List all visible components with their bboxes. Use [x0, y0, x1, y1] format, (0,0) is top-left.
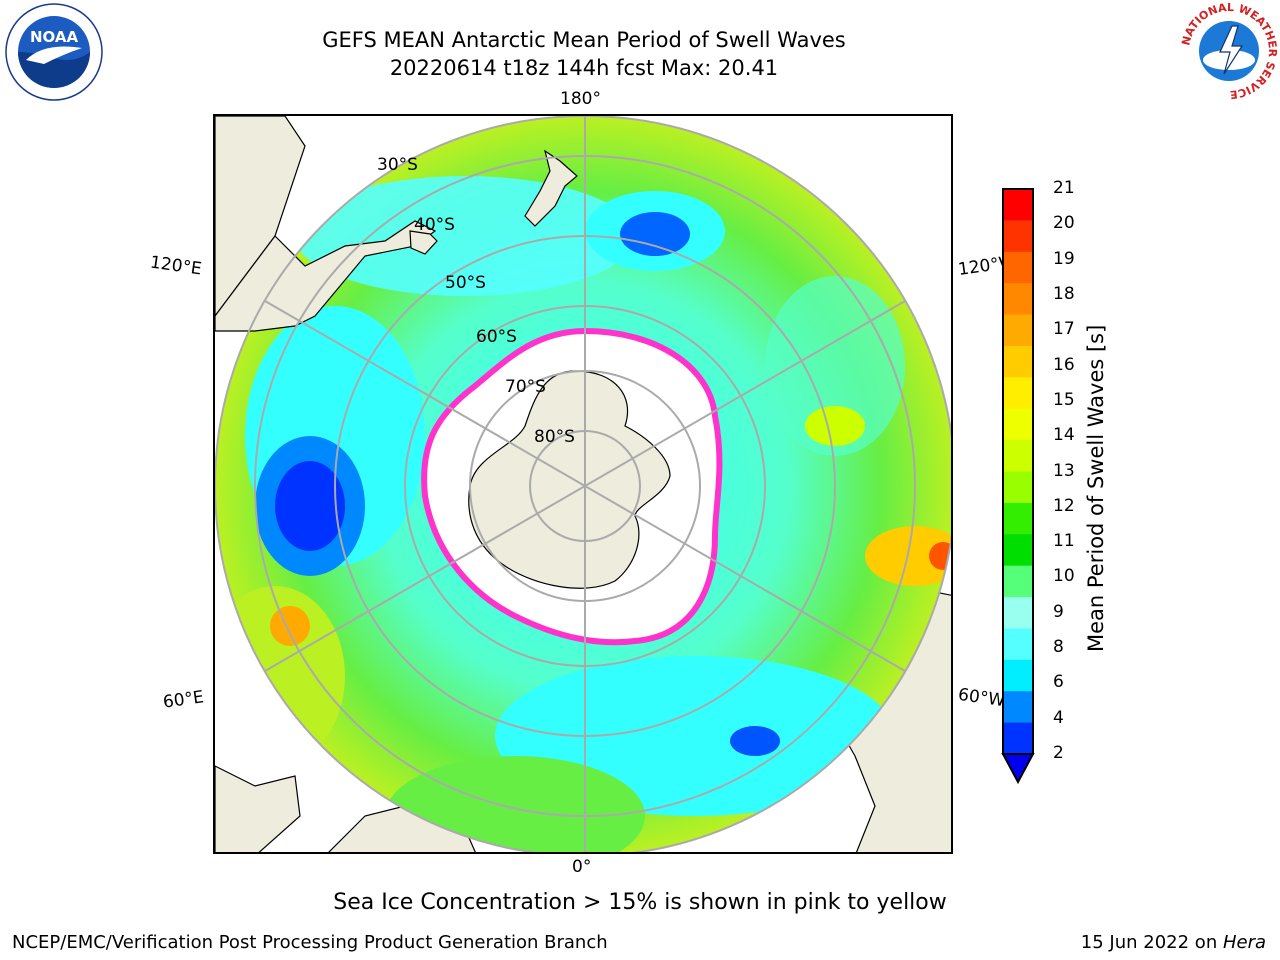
antarctica: [468, 370, 671, 589]
colorbar-swatch: [1003, 283, 1033, 316]
noaa-logo: NOAA: [4, 2, 104, 102]
lon-label-60w: 60°W: [956, 684, 1007, 712]
colorbar-swatch: [1003, 628, 1033, 661]
sea-ice-caption: Sea Ice Concentration > 15% is shown in …: [333, 890, 947, 915]
footer-host: Hera: [1222, 932, 1266, 953]
colorbar-swatch: [1003, 691, 1033, 724]
colorbar-swatch: [1003, 314, 1033, 347]
lat-label-30s: 30°S: [377, 155, 418, 175]
map-title: GEFS MEAN Antarctic Mean Period of Swell…: [322, 28, 846, 52]
colorbar-swatch: [1003, 189, 1033, 221]
colorbar-title: Mean Period of Swell Waves [s]: [1084, 324, 1108, 652]
colorbar-swatch: [1003, 345, 1033, 378]
colorbar-swatch: [1003, 597, 1033, 629]
nws-logo: NATIONAL WEATHER SERVICE: [1179, 1, 1279, 101]
lat-label-70s: 70°S: [505, 377, 546, 397]
colorbar-tick-label: 10: [1053, 566, 1075, 587]
colorbar-tick-label: 15: [1053, 389, 1075, 410]
colorbar-swatch: [1003, 565, 1033, 598]
colorbar-tick-label: 19: [1053, 248, 1075, 269]
colorbar-swatch: [1003, 408, 1033, 441]
footer-credit: NCEP/EMC/Verification Post Processing Pr…: [12, 932, 608, 953]
colorbar-tick-label: 20: [1053, 213, 1075, 234]
colorbar-tick-label: 9: [1053, 601, 1064, 622]
colorbar-swatch: [1003, 502, 1033, 535]
lon-label-0: 0°: [572, 857, 592, 877]
colorbar-tick-label: 11: [1053, 531, 1075, 552]
map-subtitle: 20220614 t18z 144h fcst Max: 20.41: [389, 56, 779, 80]
lat-label-80s: 80°S: [534, 427, 575, 447]
colorbar: [1001, 188, 1035, 785]
colorbar-swatch: [1003, 659, 1033, 692]
colorbar-underflow-triangle: [1001, 753, 1035, 785]
colorbar-swatch: [1003, 377, 1033, 410]
lon-label-60e: 60°E: [161, 687, 206, 713]
colorbar-swatch: [1003, 251, 1033, 284]
colorbar-swatch: [1003, 471, 1033, 504]
colorbar-tick-label: 14: [1053, 425, 1075, 446]
noaa-logo-text: NOAA: [30, 28, 79, 46]
colorbar-tick-label: 17: [1053, 319, 1075, 340]
colorbar-tick-label: 21: [1053, 178, 1075, 198]
graticule: [215, 116, 951, 852]
lat-label-60s: 60°S: [476, 327, 517, 347]
colorbar-tick-label: 4: [1053, 707, 1064, 728]
colorbar-tick-label: 16: [1053, 354, 1075, 375]
colorbar-swatch: [1003, 440, 1033, 472]
footer-date: 15 Jun 2022 on Hera: [1081, 932, 1266, 953]
colorbar-tick-label: 8: [1053, 637, 1064, 658]
colorbar-swatch: [1003, 722, 1033, 755]
footer-date-text: 15 Jun 2022 on: [1080, 932, 1223, 953]
colorbar-tick-label: 2: [1053, 743, 1064, 763]
colorbar-tick-label: 13: [1053, 460, 1075, 481]
colorbar-tick-label: 6: [1053, 672, 1064, 693]
lat-label-50s: 50°S: [445, 273, 486, 293]
colorbar-tick-label: 18: [1053, 283, 1075, 304]
lat-label-40s: 40°S: [414, 215, 455, 235]
lon-label-180: 180°: [560, 89, 601, 109]
polar-map-panel: 30°S 40°S 50°S 60°S 70°S 80°S: [213, 114, 953, 854]
lon-label-120e: 120°E: [148, 252, 203, 280]
colorbar-tick-label: 12: [1053, 495, 1075, 516]
colorbar-swatch: [1003, 534, 1033, 567]
polar-map: 30°S 40°S 50°S 60°S 70°S 80°S: [215, 116, 951, 852]
colorbar-swatch: [1003, 220, 1033, 253]
